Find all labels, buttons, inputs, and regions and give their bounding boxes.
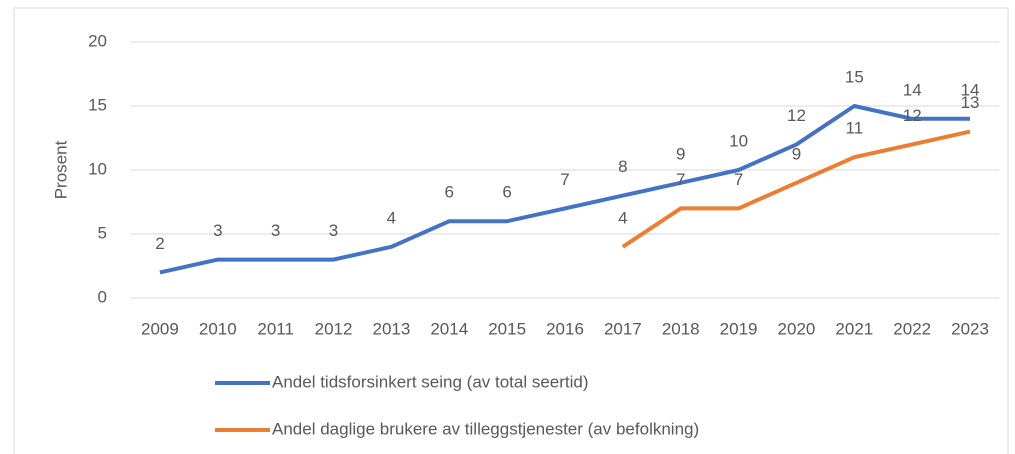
x-tick-label: 2012 [315, 319, 353, 338]
y-axis-label: Prosent [51, 140, 70, 199]
x-tick-label: 2022 [893, 319, 931, 338]
data-label: 7 [734, 170, 743, 189]
data-label: 8 [618, 157, 627, 176]
legend-label: Andel daglige brukere av tilleggstjenest… [272, 419, 699, 438]
data-label: 3 [271, 221, 280, 240]
data-label: 2 [155, 234, 164, 253]
data-label: 14 [961, 80, 980, 99]
x-tick-label: 2017 [604, 319, 642, 338]
data-label: 12 [903, 106, 922, 125]
data-label: 3 [329, 221, 338, 240]
x-tick-label: 2020 [778, 319, 816, 338]
data-label: 7 [676, 170, 685, 189]
chart-border [13, 7, 1009, 454]
x-tick-label: 2014 [430, 319, 468, 338]
data-label: 13 [961, 93, 980, 112]
series-line [159, 104, 971, 275]
x-tick-label: 2011 [257, 319, 294, 338]
data-label: 10 [729, 131, 748, 150]
legend-label: Andel tidsforsinkert seing (av total see… [272, 372, 589, 391]
x-tick-label: 2018 [662, 319, 700, 338]
data-label: 7 [560, 170, 569, 189]
data-label: 14 [903, 80, 922, 99]
data-label: 9 [792, 144, 801, 163]
x-tick-label: 2023 [951, 319, 989, 338]
data-label: 12 [787, 106, 806, 125]
data-label: 6 [502, 183, 511, 202]
data-label: 3 [213, 221, 222, 240]
data-label: 4 [387, 208, 396, 227]
series-line [621, 129, 971, 249]
x-tick-label: 2015 [488, 319, 526, 338]
y-tick-label: 10 [88, 159, 107, 178]
x-tick-label: 2016 [546, 319, 584, 338]
x-tick-label: 2021 [835, 319, 873, 338]
y-tick-label: 5 [98, 223, 107, 242]
y-tick-label: 20 [88, 31, 107, 50]
x-tick-label: 2013 [372, 319, 410, 338]
y-tick-label: 15 [88, 95, 107, 114]
data-label: 11 [846, 119, 864, 138]
x-tick-label: 2010 [199, 319, 237, 338]
data-label: 15 [845, 67, 864, 86]
x-tick-label: 2009 [141, 319, 179, 338]
data-label: 4 [618, 208, 627, 227]
data-label: 6 [445, 183, 454, 202]
y-tick-label: 0 [98, 287, 107, 306]
x-tick-label: 2019 [720, 319, 758, 338]
data-label: 9 [676, 144, 685, 163]
